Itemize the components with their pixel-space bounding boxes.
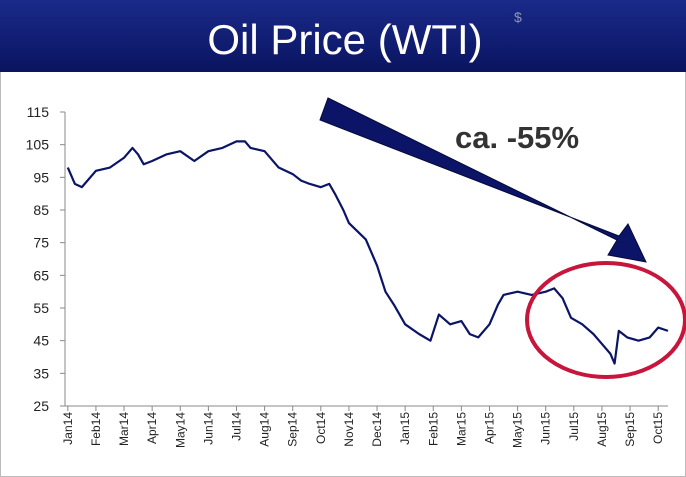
- annotation: ca. -55%: [455, 120, 579, 155]
- x-tick-label: Mar15: [454, 412, 468, 446]
- banner: [0, 0, 686, 72]
- x-tick-label: Oct14: [314, 412, 328, 444]
- x-tick-label: Apr14: [145, 412, 159, 444]
- x-tick-label: Aug15: [595, 412, 609, 447]
- x-tick-label: Oct15: [651, 412, 665, 444]
- y-tick-label: 45: [33, 333, 49, 349]
- x-tick-label: Jan15: [398, 412, 412, 445]
- x-tick-label: May15: [511, 412, 525, 448]
- x-tick-label: Jul15: [567, 412, 581, 441]
- x-tick-label: Feb14: [89, 412, 103, 446]
- x-tick-label: May14: [173, 412, 187, 448]
- highlight-circle: [525, 261, 686, 379]
- superscript: $: [514, 9, 522, 25]
- price-line: [66, 140, 669, 365]
- y-tick-label: 35: [33, 365, 49, 381]
- y-tick-label: 115: [27, 104, 50, 120]
- x-tick-label: Aug14: [258, 412, 272, 447]
- y-tick-label: 85: [33, 202, 49, 218]
- x-tick-label: Sep15: [623, 412, 637, 447]
- x-tick-label: Jul14: [229, 412, 243, 441]
- x-tick-label: Mar14: [117, 412, 131, 446]
- x-tick-label: Dec14: [370, 412, 384, 447]
- y-tick-label: 75: [33, 235, 49, 251]
- y-tick-label: 25: [33, 398, 49, 414]
- x-tick-label: Nov14: [342, 412, 356, 447]
- x-tick-label: Apr15: [482, 412, 496, 444]
- y-tick-label: 105: [26, 137, 50, 153]
- x-tick-label: Sep14: [286, 412, 300, 447]
- x-tick-label: Jun15: [539, 412, 553, 445]
- y-tick-label: 65: [33, 267, 49, 283]
- y-tick-label: 95: [33, 169, 49, 185]
- arrow: [319, 97, 647, 263]
- y-tick-label: 55: [33, 300, 49, 316]
- chart-title: Oil Price (WTI): [207, 16, 482, 63]
- x-tick-label: Jun14: [201, 412, 215, 445]
- x-tick-label: Jan14: [61, 412, 75, 445]
- x-tick-label: Feb15: [426, 412, 440, 446]
